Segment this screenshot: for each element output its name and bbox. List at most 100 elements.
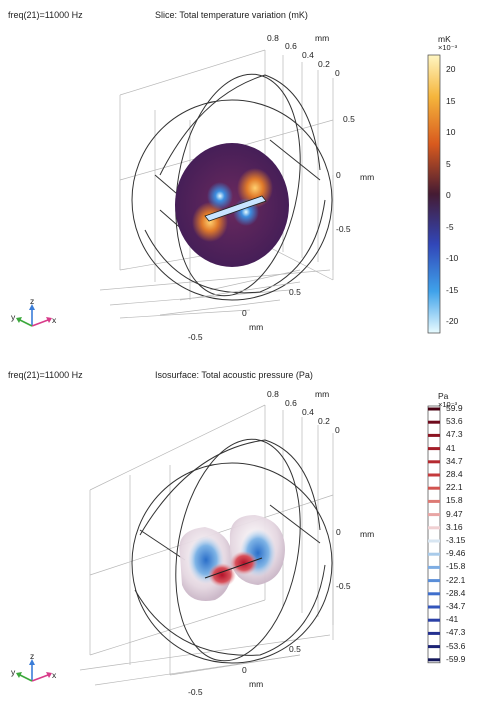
- legend-level-label: -9.46: [446, 548, 466, 559]
- legend-level-label: -47.3: [446, 627, 466, 638]
- depth-tick: 0.6: [285, 41, 297, 51]
- geometry-wireframe: [131, 438, 333, 664]
- legend-unit: Pa: [438, 391, 449, 401]
- axis-unit-label: mm: [249, 322, 263, 332]
- depth-tick: 0.2: [318, 59, 330, 69]
- legend-level-label: 9.47: [446, 508, 463, 519]
- axis-unit-label: mm: [360, 529, 374, 539]
- frequency-label: freq(21)=11000 Hz: [8, 10, 83, 20]
- axis-unit-label: mm: [315, 33, 329, 43]
- legend-level-label: -53.6: [446, 640, 466, 651]
- legend-level-label: 15.8: [446, 495, 463, 506]
- bottom-tick: -0.5: [188, 332, 203, 342]
- isosurface-legend: [427, 405, 441, 664]
- axis-triad: z x y: [11, 296, 57, 327]
- right-tick: -0.5: [336, 224, 351, 234]
- legend-exponent: ×10⁻³: [438, 400, 458, 409]
- bottom-tick: 0.5: [289, 287, 301, 297]
- right-tick: 0.5: [343, 114, 355, 124]
- bottom-tick: -0.5: [188, 687, 203, 697]
- colorbar-tick: 10: [446, 127, 456, 137]
- legend-swatch: [428, 658, 440, 662]
- temperature-colorbar: [427, 54, 441, 334]
- bottom-tick: 0.5: [289, 644, 301, 654]
- bottom-tick: 0: [242, 665, 247, 675]
- colorbar-tick: -15: [446, 285, 459, 295]
- triad-z-label: z: [30, 296, 34, 306]
- colorbar-tick: 0: [446, 190, 451, 200]
- colorbar-tick: -5: [446, 222, 454, 232]
- legend-swatch: [428, 513, 440, 517]
- colorbar-tick: -10: [446, 253, 459, 263]
- axis-unit-label: mm: [360, 172, 374, 182]
- triad-x-label: x: [52, 315, 57, 325]
- legend-level-label: 59.9: [446, 403, 463, 413]
- legend-swatch: [428, 592, 440, 596]
- legend-level-label: 41: [446, 442, 456, 453]
- legend-level-label: 34.7: [446, 455, 463, 466]
- legend-swatch: [428, 645, 440, 649]
- triad-z-label: z: [30, 651, 34, 661]
- pressure-isosurfaces: [179, 515, 285, 601]
- legend-swatch: [428, 605, 440, 609]
- legend-swatch: [428, 552, 440, 556]
- depth-tick: 0: [335, 425, 340, 435]
- plot-title: Slice: Total temperature variation (mK): [155, 10, 308, 20]
- legend-level-label: -15.8: [446, 561, 466, 572]
- legend-swatch: [428, 447, 440, 451]
- legend-swatch: [428, 486, 440, 490]
- colorbar-unit: mK: [438, 34, 451, 44]
- colorbar-exponent: ×10⁻³: [438, 43, 458, 52]
- colorbar-tick: -20: [446, 316, 459, 326]
- depth-tick: 0.8: [267, 33, 279, 43]
- legend-swatch: [428, 579, 440, 583]
- colorbar-tick: 20: [446, 64, 456, 74]
- legend-level-label: -59.9: [446, 653, 466, 664]
- legend-level-label: -28.4: [446, 587, 466, 598]
- slice-plot-canvas[interactable]: 0.8 0.6 0.4 0.2 0 mm 0.5 0 mm -0.5 0.5 0…: [0, 0, 498, 355]
- bottom-tick: 0: [242, 308, 247, 318]
- right-tick: 0: [336, 527, 341, 537]
- axis-unit-label: mm: [315, 389, 329, 399]
- legend-swatch: [428, 565, 440, 569]
- legend-swatch: [428, 499, 440, 503]
- legend-swatch: [428, 407, 440, 411]
- depth-tick: 0.8: [267, 389, 279, 399]
- depth-tick: 0.4: [302, 50, 314, 60]
- legend-swatch: [428, 473, 440, 477]
- colorbar-tick: 15: [446, 96, 456, 106]
- right-tick: 0: [336, 170, 341, 180]
- legend-level-label: 22.1: [446, 482, 463, 493]
- legend-level-label: 28.4: [446, 469, 463, 479]
- legend-frame: [427, 405, 441, 664]
- legend-level-label: 47.3: [446, 429, 463, 440]
- depth-tick: 0.4: [302, 407, 314, 417]
- depth-tick: 0.6: [285, 398, 297, 408]
- legend-swatch: [428, 460, 440, 464]
- temperature-slice: [175, 143, 289, 267]
- right-tick: -0.5: [336, 581, 351, 591]
- axis-unit-label: mm: [249, 679, 263, 689]
- legend-level-label: -22.1: [446, 574, 466, 585]
- frequency-label: freq(21)=11000 Hz: [8, 370, 83, 380]
- slice-plot-panel: freq(21)=11000 Hz Slice: Total temperatu…: [0, 0, 498, 355]
- legend-level-label: -41: [446, 614, 459, 625]
- legend-swatch: [428, 618, 440, 622]
- axis-triad: z x y: [11, 651, 57, 682]
- legend-swatch: [428, 631, 440, 635]
- triad-y-label: y: [11, 312, 16, 322]
- legend-swatch: [428, 539, 440, 543]
- isosurface-plot-panel: freq(21)=11000 Hz Isosurface: Total acou…: [0, 355, 498, 710]
- legend-swatch: [428, 526, 440, 530]
- isosurface-plot-canvas[interactable]: 0.8 0.6 0.4 0.2 0 mm 0 mm -0.5 0.5 0 mm …: [0, 355, 498, 710]
- legend-level-label: 53.6: [446, 416, 463, 427]
- legend-level-label: -3.15: [446, 535, 466, 545]
- colorbar-tick: 5: [446, 159, 451, 169]
- triad-y-label: y: [11, 667, 16, 677]
- depth-tick: 0.2: [318, 416, 330, 426]
- plot-title: Isosurface: Total acoustic pressure (Pa): [155, 370, 313, 380]
- triad-x-label: x: [52, 670, 57, 680]
- legend-level-label: 3.16: [446, 521, 463, 532]
- legend-swatch: [428, 433, 440, 437]
- legend-level-label: -34.7: [446, 601, 466, 611]
